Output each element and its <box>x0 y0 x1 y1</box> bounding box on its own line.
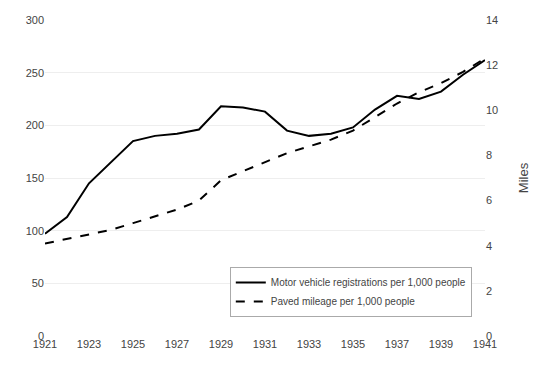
svg-text:1933: 1933 <box>297 338 321 350</box>
svg-text:1931: 1931 <box>253 338 277 350</box>
svg-text:250: 250 <box>26 67 44 79</box>
svg-text:1921: 1921 <box>33 338 57 350</box>
svg-text:1937: 1937 <box>385 338 409 350</box>
svg-text:150: 150 <box>26 172 44 184</box>
svg-text:200: 200 <box>26 119 44 131</box>
svg-text:12: 12 <box>486 59 498 71</box>
svg-text:6: 6 <box>486 194 492 206</box>
svg-text:2: 2 <box>486 285 492 297</box>
svg-text:Motor vehicle registrations pe: Motor vehicle registrations per 1,000 pe… <box>271 277 466 288</box>
svg-text:0: 0 <box>486 330 492 342</box>
svg-text:1941: 1941 <box>473 338 497 350</box>
svg-text:1939: 1939 <box>429 338 453 350</box>
svg-text:4: 4 <box>486 240 492 252</box>
svg-text:1935: 1935 <box>341 338 365 350</box>
svg-text:8: 8 <box>486 149 492 161</box>
svg-text:Miles: Miles <box>516 162 531 193</box>
svg-text:1923: 1923 <box>77 338 101 350</box>
svg-text:1929: 1929 <box>209 338 233 350</box>
svg-text:50: 50 <box>32 277 44 289</box>
svg-text:Paved mileage per 1,000 people: Paved mileage per 1,000 people <box>271 296 415 307</box>
svg-text:0: 0 <box>38 330 44 342</box>
svg-text:300: 300 <box>26 14 44 26</box>
svg-text:1925: 1925 <box>121 338 145 350</box>
svg-text:100: 100 <box>26 225 44 237</box>
svg-text:14: 14 <box>486 14 498 26</box>
svg-text:1927: 1927 <box>165 338 189 350</box>
svg-text:10: 10 <box>486 104 498 116</box>
